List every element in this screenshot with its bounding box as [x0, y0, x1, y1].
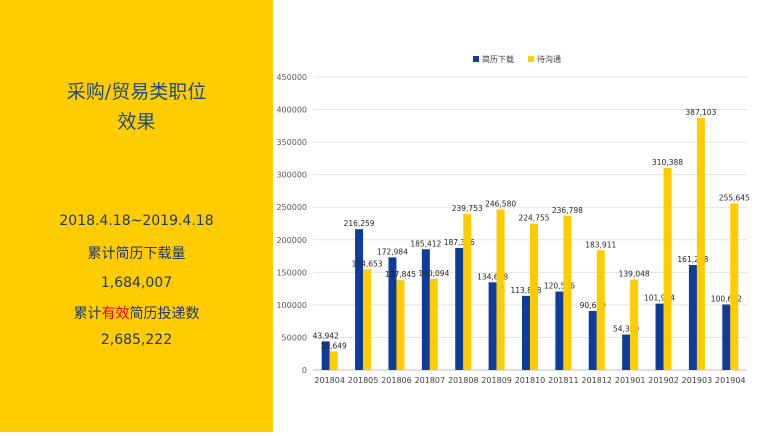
data-label: 161,298: [677, 255, 708, 264]
pending-bar: [530, 223, 538, 370]
data-label: 54,369: [613, 325, 639, 334]
data-label: 387,103: [685, 108, 716, 117]
download-bar: [421, 249, 430, 370]
x-tick-label: 201805: [348, 376, 379, 385]
data-label: 137,845: [385, 270, 416, 279]
submissions-value: 2,685,222: [100, 332, 173, 348]
pending-bar: [429, 278, 438, 370]
data-label: 236,798: [552, 206, 583, 215]
legend-label: 简历下载: [482, 54, 514, 64]
submissions-label-highlight: 有效: [101, 306, 130, 322]
submissions-label-prefix: 累计: [73, 306, 102, 322]
data-label: 140,094: [418, 269, 449, 278]
y-tick-label: 0: [302, 366, 307, 375]
pending-bar: [696, 117, 705, 370]
pending-bar: [363, 269, 372, 370]
x-tick-label: 201808: [448, 376, 479, 385]
submissions-label-suffix: 简历投递数: [129, 306, 200, 322]
pending-bar: [496, 209, 505, 370]
x-tick-label: 201902: [648, 376, 679, 385]
x-tick-label: 201901: [615, 376, 646, 385]
x-tick-label: 201806: [381, 376, 412, 385]
download-bar: [488, 282, 497, 370]
panel-title-line2: 效果: [117, 111, 156, 133]
y-tick-label: 50000: [282, 333, 307, 342]
y-tick-label: 200000: [276, 236, 307, 245]
data-label: 216,259: [344, 219, 375, 228]
data-label: 239,753: [452, 204, 483, 213]
date-range: 2018.4.18~2019.4.18: [59, 213, 214, 229]
pending-bar: [396, 280, 405, 370]
x-tick-label: 201812: [581, 376, 612, 385]
legend-swatch: [528, 56, 534, 62]
data-label: 255,645: [719, 194, 750, 203]
data-label: 246,580: [485, 199, 516, 208]
y-tick-label: 350000: [276, 138, 307, 147]
data-label: 134,678: [477, 272, 508, 281]
legend-swatch: [473, 56, 479, 62]
bar-chart: 0 50000 100000 150000 200000 250000 300000 3500…: [276, 54, 750, 385]
download-bar: [522, 295, 530, 370]
data-label: 154,653: [352, 259, 383, 268]
downloads-value: 1,684,007: [100, 275, 173, 291]
y-tick-label: 400000: [276, 106, 307, 115]
data-label: 187,356: [444, 238, 475, 247]
data-label: 113,868: [510, 286, 541, 295]
x-tick-label: 201810: [515, 376, 546, 385]
data-label: 172,984: [377, 247, 408, 256]
y-tick-label: 300000: [276, 171, 307, 180]
download-bar: [355, 229, 364, 370]
download-bar: [622, 334, 631, 370]
download-bar: [455, 248, 464, 370]
download-bar: [388, 257, 397, 370]
data-label: 224,755: [518, 214, 549, 223]
y-tick-label: 100000: [276, 301, 307, 310]
legend-label: 待沟通: [537, 54, 561, 64]
data-label: 139,048: [619, 269, 650, 278]
pending-bar: [563, 215, 572, 370]
submissions-label: 累计有效简历投递数: [0, 304, 273, 324]
data-label: 100,642: [711, 294, 742, 303]
pending-bar: [463, 213, 472, 370]
pending-bar: [329, 351, 338, 370]
x-tick-label: 201804: [314, 376, 345, 385]
data-label: 43,942: [313, 331, 339, 340]
download-bar: [688, 264, 697, 370]
data-label: 183,911: [585, 240, 616, 249]
download-bar: [321, 341, 330, 370]
pending-bar: [663, 167, 672, 370]
data-label: 310,388: [652, 158, 683, 167]
x-tick-label: 201811: [548, 376, 579, 385]
y-tick-label: 250000: [276, 203, 307, 212]
downloads-label: 累计简历下载量: [87, 246, 186, 262]
y-tick-label: 150000: [276, 268, 307, 277]
x-tick-label: 201904: [715, 376, 746, 385]
data-label: 185,412: [410, 239, 441, 248]
panel-title-line1: 采购/贸易类职位: [66, 81, 207, 103]
data-label: 101,994: [644, 294, 675, 303]
pending-bar: [596, 250, 605, 370]
x-tick-label: 201809: [481, 376, 512, 385]
pending-bar: [630, 279, 639, 370]
pending-bar: [730, 203, 739, 370]
download-bar: [588, 310, 597, 370]
data-label: 28,649: [321, 341, 347, 350]
chart-area: 0 50000 100000 150000 200000 250000 300000 3500…: [273, 0, 770, 432]
data-label: 90,679: [580, 301, 606, 310]
x-tick-label: 201807: [415, 376, 446, 385]
x-tick-label: 201903: [682, 376, 713, 385]
download-bar: [555, 291, 564, 370]
download-bar: [655, 303, 664, 370]
data-label: 120,526: [544, 282, 575, 291]
y-tick-label: 450000: [276, 73, 307, 82]
download-bar: [722, 304, 731, 370]
summary-panel: 采购/贸易类职位 效果 2018.4.18~2019.4.18 累计简历下载量 …: [0, 0, 273, 432]
